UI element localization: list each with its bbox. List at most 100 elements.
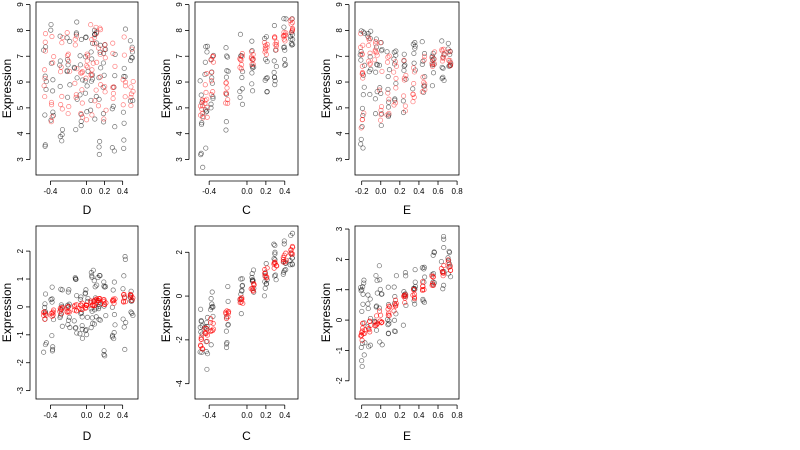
red-point [58,311,64,317]
red-point [441,263,447,269]
red-point [130,78,136,85]
black-point [403,273,409,279]
black-point [50,77,56,83]
red-point [50,312,56,318]
red-point [66,309,72,315]
y-tick-label: 0 [16,304,25,309]
black-point [223,328,229,334]
black-point [249,271,255,277]
x-tick-label: 0.2 [394,187,406,196]
black-point [422,274,428,280]
black-point [377,277,383,283]
black-point [73,30,79,36]
black-point [392,294,398,300]
black-point [281,44,287,50]
red-point [290,26,296,32]
red-point [420,74,426,80]
x-tick-label: 0.0 [375,187,387,196]
y-tick-label: 3 [175,157,184,162]
red-point [97,74,103,80]
red-point [208,92,214,98]
black-point [249,277,255,283]
red-point [385,54,391,60]
black-point [91,278,97,284]
red-point [92,297,98,303]
black-point [386,99,392,105]
black-point [361,277,367,283]
x-tick-label: 0.0 [81,187,93,196]
red-point [378,104,385,110]
red-point [203,89,209,96]
black-point [289,42,295,48]
black-point [73,276,79,282]
y-tick-label: 6 [16,79,25,84]
black-point [421,51,428,57]
black-point [43,78,49,85]
x-tick-label: -0.2 [355,411,369,420]
red-point [401,57,407,63]
black-point [225,322,231,328]
red-point [110,95,116,102]
black-point [89,308,95,314]
black-point [74,330,80,336]
red-point [71,304,77,310]
red-point [198,112,204,118]
black-point [430,252,436,258]
red-point [204,114,210,120]
red-point [283,30,289,36]
black-point [403,302,409,309]
red-point [372,57,378,63]
black-point [197,78,203,84]
black-point [287,257,293,264]
red-point [386,53,392,59]
black-point [202,59,208,65]
red-point [419,279,426,285]
red-point [83,303,90,309]
black-point [92,32,98,38]
black-point [42,73,48,79]
y-tick-label: 9 [335,2,344,7]
black-point [249,38,255,44]
black-point [96,75,102,81]
red-point [110,40,116,46]
y-tick-label: 4 [16,131,25,136]
black-point [282,62,288,68]
red-point [110,84,116,90]
red-point [384,59,391,65]
black-point [281,16,287,22]
red-point [366,327,372,333]
red-point [401,77,407,83]
black-point [88,49,94,55]
black-point [65,289,71,295]
red-point [42,31,49,37]
black-point [420,298,426,304]
black-point [93,314,99,320]
red-point [128,103,134,109]
x-tick-label: 0.0 [241,187,253,196]
black-point [77,53,83,59]
black-point [82,328,89,334]
x-axis-label: D [83,429,92,443]
black-point [421,264,427,270]
y-tick-label: 8 [16,28,25,33]
red-point [42,39,48,45]
black-point [272,251,278,257]
red-point [49,102,55,108]
red-point [239,62,245,68]
x-tick-label: 0.4 [413,411,425,420]
red-point [283,32,289,38]
red-point [112,296,118,302]
black-point [111,330,117,336]
black-point [402,270,408,276]
red-point [121,34,127,40]
y-tick-label: 5 [175,105,184,110]
red-point [66,58,72,64]
x-tick-label: 0.4 [117,411,129,420]
red-point [204,332,211,338]
red-point [402,108,409,114]
red-point [90,60,96,66]
red-point [421,287,427,293]
red-point [387,304,393,310]
black-point [64,68,70,75]
red-point [210,89,216,95]
